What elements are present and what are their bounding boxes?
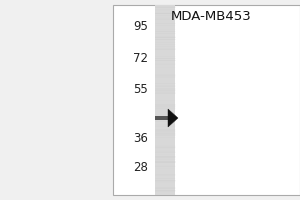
Text: 72: 72 xyxy=(133,52,148,65)
Polygon shape xyxy=(168,109,178,127)
Text: MDA-MB453: MDA-MB453 xyxy=(171,9,252,22)
Bar xyxy=(113,5,300,195)
Bar xyxy=(155,116,175,120)
Bar xyxy=(155,5,175,195)
Text: 55: 55 xyxy=(133,83,148,96)
Text: 36: 36 xyxy=(133,132,148,145)
Text: 28: 28 xyxy=(133,161,148,174)
Text: 95: 95 xyxy=(133,20,148,33)
